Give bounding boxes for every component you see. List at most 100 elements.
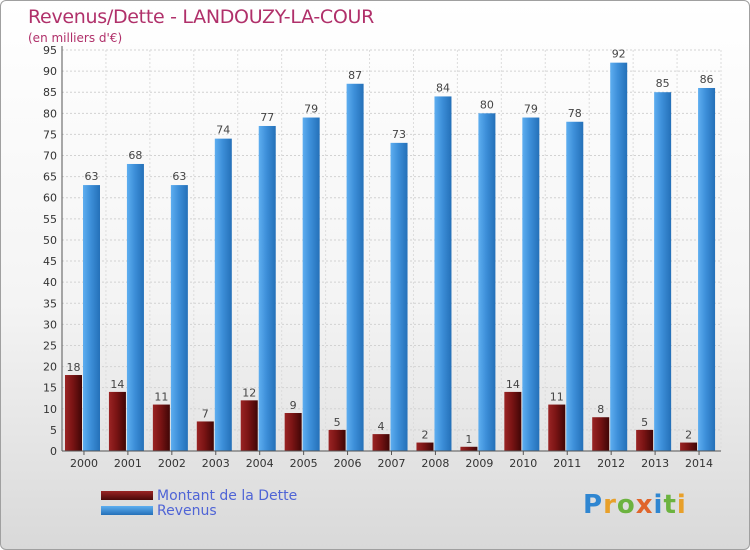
- bar-dette: [636, 429, 654, 451]
- bar-revenus: [126, 163, 144, 451]
- data-label-revenus: 68: [128, 149, 142, 162]
- data-label-dette: 5: [641, 416, 648, 429]
- y-tick-label: 10: [43, 403, 57, 416]
- x-tick-label: 2010: [509, 457, 537, 470]
- data-label-dette: 5: [334, 416, 341, 429]
- data-label-revenus: 73: [392, 128, 406, 141]
- x-tick-label: 2005: [290, 457, 318, 470]
- data-label-dette: 14: [110, 378, 124, 391]
- bar-dette: [460, 446, 478, 451]
- data-label-revenus: 85: [656, 77, 670, 90]
- data-label-dette: 4: [378, 420, 385, 433]
- y-tick-label: 80: [43, 107, 57, 120]
- legend-swatch-revenus: [101, 506, 153, 515]
- y-tick-label: 20: [43, 361, 57, 374]
- x-tick-label: 2014: [685, 457, 713, 470]
- data-label-dette: 14: [506, 378, 520, 391]
- legend-swatch-dette: [101, 491, 153, 500]
- y-tick-label: 5: [50, 424, 57, 437]
- y-tick-label: 95: [43, 44, 57, 57]
- x-tick-label: 2008: [421, 457, 449, 470]
- bar-revenus: [610, 62, 628, 452]
- x-tick-label: 2003: [202, 457, 230, 470]
- data-label-revenus: 63: [172, 170, 186, 183]
- y-tick-label: 75: [43, 128, 57, 141]
- bar-dette: [152, 404, 170, 451]
- bar-revenus: [302, 117, 320, 452]
- y-tick-label: 0: [50, 445, 57, 458]
- bar-revenus: [698, 87, 716, 451]
- x-tick-label: 2001: [114, 457, 142, 470]
- bar-revenus: [390, 142, 408, 451]
- data-label-dette: 8: [597, 403, 604, 416]
- data-label-dette: 11: [550, 391, 564, 404]
- data-label-revenus: 80: [480, 98, 494, 111]
- bar-dette: [65, 375, 82, 451]
- data-label-dette: 7: [202, 407, 209, 420]
- legend-label-revenus: Revenus: [157, 502, 217, 519]
- bar-revenus: [258, 125, 276, 452]
- data-label-revenus: 77: [260, 111, 274, 124]
- bar-dette: [680, 442, 698, 451]
- proxiti-logo: Proxiti: [583, 490, 687, 520]
- data-label-dette: 11: [154, 391, 168, 404]
- y-tick-label: 85: [43, 86, 57, 99]
- y-tick-label: 45: [43, 255, 57, 268]
- legend-item-dette: Montant de la Dette: [101, 487, 298, 504]
- y-tick-label: 15: [43, 382, 57, 395]
- y-tick-label: 50: [43, 234, 57, 247]
- y-tick-label: 25: [43, 339, 57, 352]
- data-label-revenus: 86: [700, 73, 714, 86]
- data-label-revenus: 74: [216, 124, 230, 137]
- x-tick-label: 2000: [70, 457, 98, 470]
- x-tick-label: 2013: [641, 457, 669, 470]
- data-label-revenus: 79: [304, 103, 318, 116]
- x-tick-label: 2012: [597, 457, 625, 470]
- x-tick-label: 2002: [158, 457, 186, 470]
- data-label-revenus: 63: [85, 170, 99, 183]
- bar-revenus: [170, 185, 188, 452]
- y-tick-label: 55: [43, 213, 57, 226]
- bar-dette: [548, 404, 566, 451]
- bar-revenus: [83, 185, 100, 452]
- y-tick-label: 70: [43, 150, 57, 163]
- bar-dette: [328, 429, 346, 451]
- y-tick-label: 90: [43, 65, 57, 78]
- x-tick-label: 2011: [553, 457, 581, 470]
- y-tick-label: 65: [43, 171, 57, 184]
- data-label-revenus: 87: [348, 69, 362, 82]
- bar-revenus: [346, 83, 364, 451]
- bar-dette: [108, 391, 126, 451]
- y-tick-label: 35: [43, 297, 57, 310]
- legend-label-dette: Montant de la Dette: [157, 487, 298, 504]
- bar-revenus: [478, 113, 496, 451]
- data-label-dette: 2: [685, 429, 692, 442]
- bar-revenus: [522, 117, 540, 452]
- data-label-revenus: 79: [524, 103, 538, 116]
- chart-title: Revenus/Dette - LANDOUZY-LA-COUR: [28, 6, 375, 28]
- bar-dette: [416, 442, 434, 451]
- chart-subtitle: (en milliers d'€): [28, 31, 123, 45]
- bar-dette: [284, 413, 302, 451]
- bar-revenus: [566, 121, 584, 451]
- data-label-revenus: 78: [568, 107, 582, 120]
- data-label-dette: 12: [242, 386, 256, 399]
- bar-revenus: [214, 138, 232, 452]
- x-tick-label: 2004: [246, 457, 274, 470]
- data-label-revenus: 84: [436, 81, 450, 94]
- data-label-revenus: 92: [612, 48, 626, 61]
- bar-dette: [372, 434, 390, 451]
- data-label-dette: 9: [290, 399, 297, 412]
- bar-dette: [592, 417, 610, 451]
- chart-legend: Montant de la Dette Revenus: [101, 487, 298, 519]
- y-tick-label: 30: [43, 318, 57, 331]
- data-label-dette: 1: [465, 433, 472, 446]
- bar-dette: [504, 391, 522, 451]
- y-tick-label: 40: [43, 276, 57, 289]
- bar-revenus: [654, 92, 672, 452]
- x-tick-label: 2007: [378, 457, 406, 470]
- bar-revenus: [434, 96, 452, 451]
- x-tick-label: 2009: [465, 457, 493, 470]
